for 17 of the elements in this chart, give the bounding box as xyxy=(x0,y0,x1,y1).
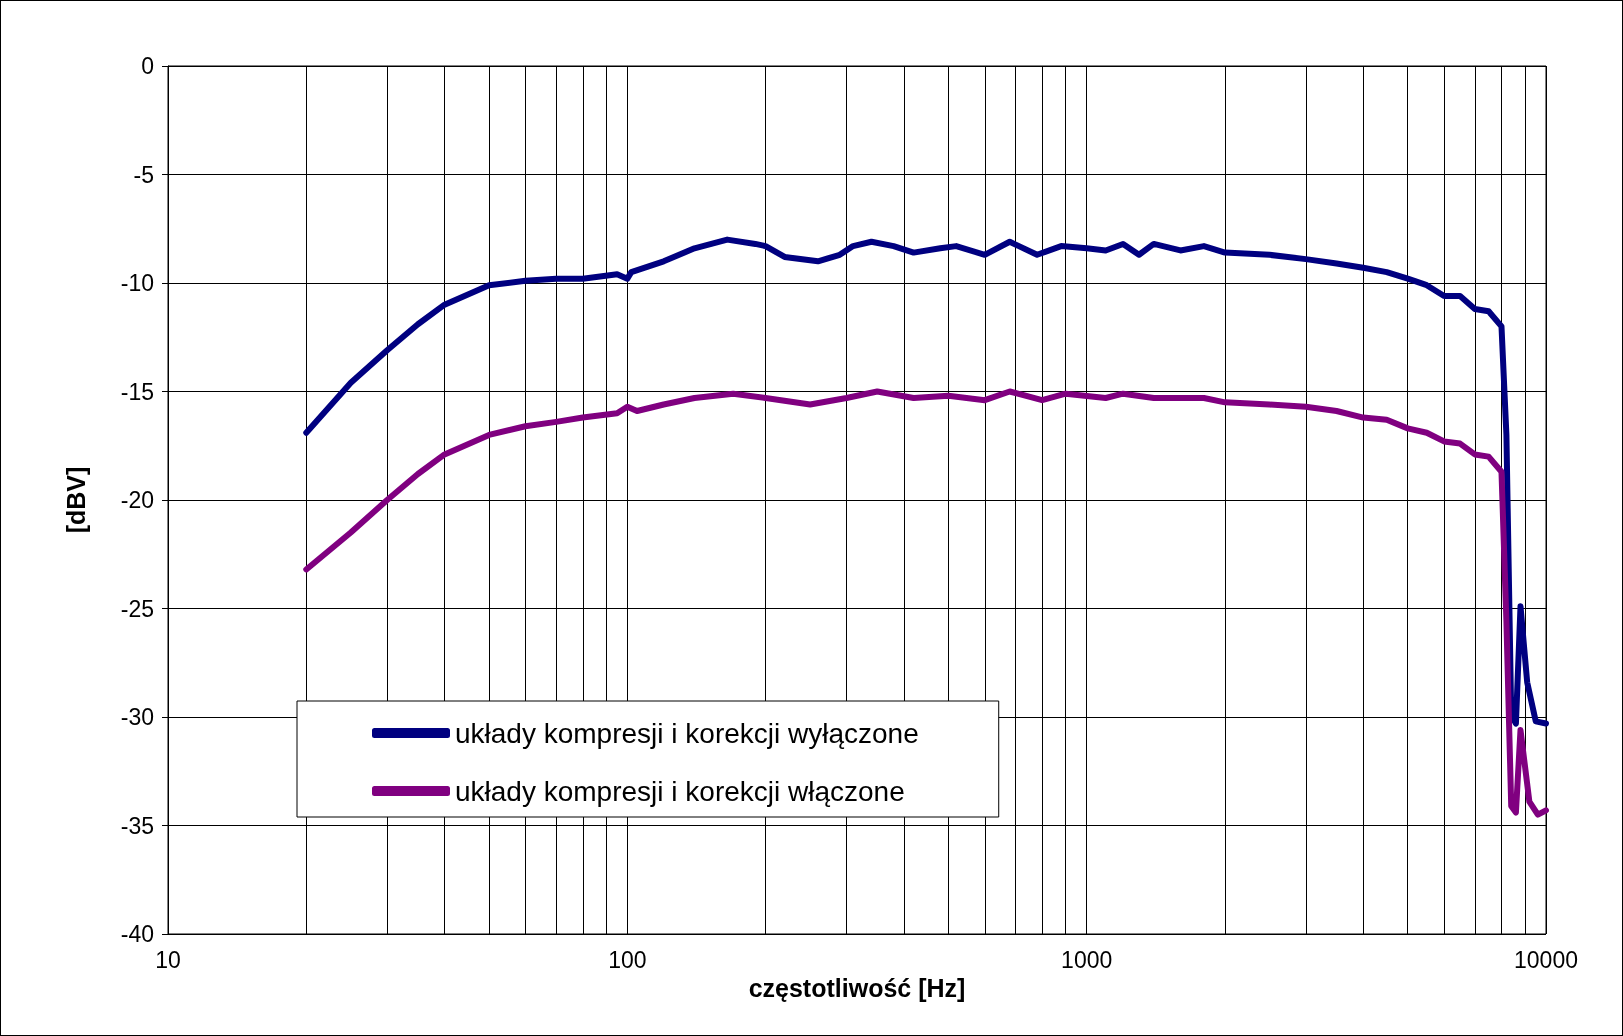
legend-label: układy kompresji i korekcji włączone xyxy=(455,775,905,807)
y-tick-label: -5 xyxy=(133,161,154,188)
y-tick-label: -20 xyxy=(120,487,154,513)
y-tick-label: -40 xyxy=(120,921,154,947)
x-axis-title: częstotliwość [Hz] xyxy=(748,974,966,1003)
x-tick-label: 10000 xyxy=(1514,946,1578,973)
y-tick-label: -35 xyxy=(120,812,154,839)
legend-label: układy kompresji i korekcji wyłączone xyxy=(455,717,919,749)
y-axis-title: [dBV] xyxy=(61,466,90,534)
y-tick-label: -10 xyxy=(120,270,154,296)
x-tick-label: 1000 xyxy=(1061,946,1113,973)
x-tick-label: 100 xyxy=(608,946,647,973)
y-tick-label: -15 xyxy=(120,378,154,405)
y-tick-label: -30 xyxy=(120,704,154,730)
y-tick-label: 0 xyxy=(141,53,154,79)
x-tick-label: 10 xyxy=(155,946,181,973)
y-tick-label: -25 xyxy=(120,595,154,622)
